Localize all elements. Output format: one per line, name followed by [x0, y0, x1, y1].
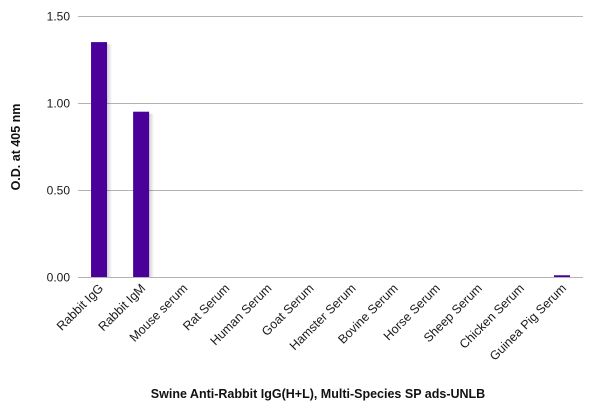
- x-axis-title: Swine Anti-Rabbit IgG(H+L), Multi-Specie…: [151, 387, 485, 401]
- bar-shadow: [107, 44, 113, 277]
- bar-shadow: [149, 113, 155, 277]
- y-tick-label: 1.50: [47, 10, 71, 24]
- x-tick-label: Guinea Pig Serum: [487, 281, 569, 363]
- bar: [553, 275, 570, 277]
- y-tick-labels: 0.00 0.50 1.00 1.50: [47, 10, 71, 285]
- gridlines: [78, 16, 583, 278]
- y-axis-title: O.D. at 405 nm: [9, 104, 23, 191]
- bar: [133, 111, 150, 277]
- bars: [91, 42, 570, 277]
- y-tick-label: 1.00: [47, 97, 71, 111]
- y-tick-label: 0.50: [47, 184, 71, 198]
- y-tick-label: 0.00: [47, 271, 71, 285]
- bar: [91, 42, 108, 277]
